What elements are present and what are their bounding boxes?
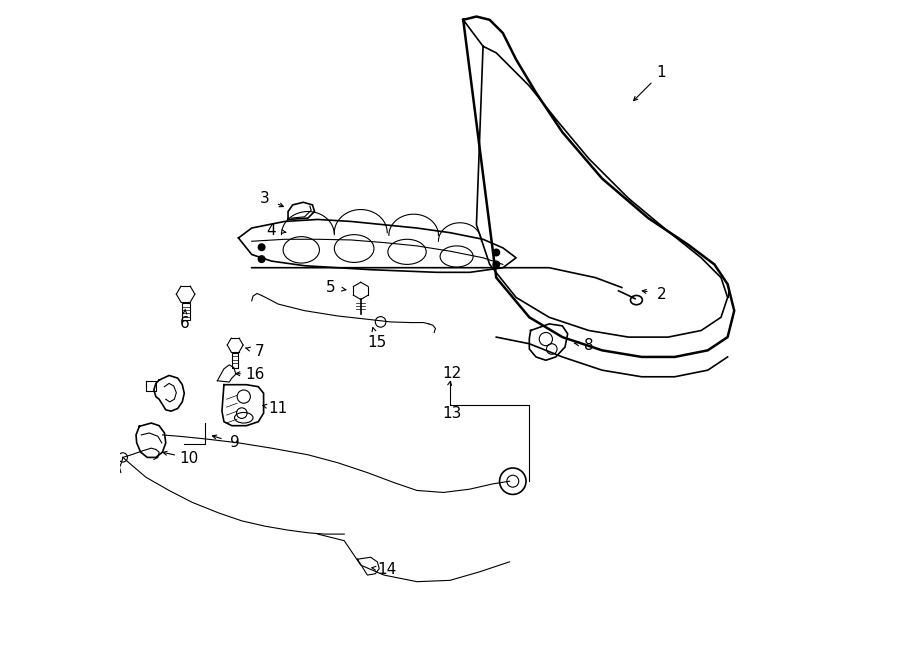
Bar	[182, 303, 190, 320]
Text: 9: 9	[230, 436, 240, 450]
Text: 4: 4	[266, 223, 276, 237]
Text: 16: 16	[246, 367, 265, 381]
Text: 1: 1	[657, 65, 666, 80]
Text: 15: 15	[368, 335, 387, 350]
Circle shape	[493, 261, 500, 268]
Text: 11: 11	[268, 401, 288, 416]
Circle shape	[258, 244, 265, 251]
Text: 8: 8	[584, 338, 594, 352]
Circle shape	[258, 256, 265, 262]
Text: 3: 3	[260, 191, 270, 206]
Circle shape	[493, 249, 500, 256]
Text: 7: 7	[255, 344, 265, 359]
Text: 13: 13	[442, 407, 462, 421]
Bar	[232, 353, 239, 368]
Text: 14: 14	[378, 563, 397, 577]
Text: 5: 5	[326, 280, 336, 295]
Text: 10: 10	[179, 451, 199, 465]
Text: 12: 12	[443, 366, 462, 381]
Text: 6: 6	[179, 317, 189, 331]
Text: 2: 2	[657, 287, 666, 301]
